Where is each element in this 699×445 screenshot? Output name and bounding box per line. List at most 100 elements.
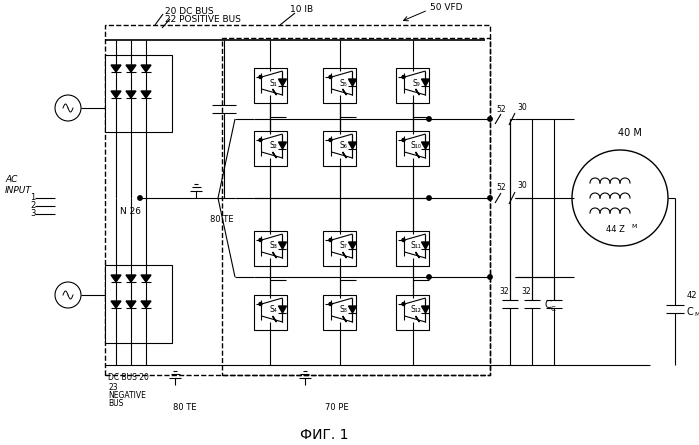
Text: S₁₁: S₁₁ bbox=[410, 242, 421, 251]
Circle shape bbox=[402, 303, 405, 306]
Text: M: M bbox=[694, 312, 699, 317]
Bar bbox=[396, 130, 429, 166]
Circle shape bbox=[427, 275, 431, 279]
Circle shape bbox=[138, 196, 142, 200]
Bar bbox=[105, 55, 172, 132]
Polygon shape bbox=[278, 306, 287, 313]
Text: 52: 52 bbox=[496, 105, 505, 113]
Polygon shape bbox=[126, 65, 136, 72]
Circle shape bbox=[488, 196, 492, 200]
Polygon shape bbox=[126, 275, 136, 282]
Polygon shape bbox=[141, 65, 151, 72]
Text: S₁₀: S₁₀ bbox=[410, 142, 421, 150]
Polygon shape bbox=[349, 79, 356, 86]
Polygon shape bbox=[126, 301, 136, 308]
Polygon shape bbox=[273, 316, 277, 322]
Text: ФИГ. 1: ФИГ. 1 bbox=[300, 428, 349, 442]
Bar bbox=[396, 68, 429, 102]
Circle shape bbox=[259, 239, 262, 242]
Polygon shape bbox=[343, 152, 347, 158]
Text: BUS: BUS bbox=[108, 399, 124, 408]
Polygon shape bbox=[415, 252, 419, 258]
Bar bbox=[396, 231, 429, 266]
Polygon shape bbox=[111, 91, 121, 98]
Text: S₁: S₁ bbox=[269, 78, 277, 88]
Polygon shape bbox=[278, 242, 287, 249]
Polygon shape bbox=[343, 252, 347, 258]
Text: 80 TE: 80 TE bbox=[173, 402, 196, 412]
Text: 32: 32 bbox=[499, 287, 509, 296]
Polygon shape bbox=[343, 89, 347, 95]
Text: AC
INPUT: AC INPUT bbox=[5, 175, 32, 195]
Circle shape bbox=[259, 138, 262, 142]
Text: 22 POSITIVE BUS: 22 POSITIVE BUS bbox=[165, 15, 241, 24]
Text: 3: 3 bbox=[30, 210, 36, 218]
Text: S₄: S₄ bbox=[269, 306, 277, 315]
Circle shape bbox=[259, 76, 262, 78]
Text: 70 PE: 70 PE bbox=[325, 402, 349, 412]
Bar bbox=[222, 38, 490, 375]
Text: M: M bbox=[631, 224, 636, 230]
Polygon shape bbox=[349, 306, 356, 313]
Text: S₁₂: S₁₂ bbox=[410, 306, 421, 315]
Text: S₆: S₆ bbox=[339, 142, 347, 150]
Text: 10 IB: 10 IB bbox=[290, 5, 313, 15]
Text: 20 DC BUS: 20 DC BUS bbox=[165, 8, 214, 16]
Text: 80 TE: 80 TE bbox=[210, 215, 233, 224]
Circle shape bbox=[402, 76, 405, 78]
Polygon shape bbox=[415, 89, 419, 95]
Text: S₈: S₈ bbox=[339, 306, 347, 315]
Circle shape bbox=[55, 95, 81, 121]
Circle shape bbox=[402, 138, 405, 142]
Polygon shape bbox=[415, 316, 419, 322]
Text: C: C bbox=[687, 307, 693, 317]
Text: 42: 42 bbox=[687, 291, 698, 299]
Polygon shape bbox=[349, 242, 356, 249]
Polygon shape bbox=[415, 152, 419, 158]
Polygon shape bbox=[141, 91, 151, 98]
Polygon shape bbox=[141, 275, 151, 282]
Text: 40 M: 40 M bbox=[618, 128, 642, 138]
Bar bbox=[324, 130, 356, 166]
Polygon shape bbox=[421, 79, 429, 86]
Text: C: C bbox=[551, 306, 556, 312]
Text: S₅: S₅ bbox=[339, 78, 347, 88]
Bar bbox=[254, 231, 287, 266]
Text: 1: 1 bbox=[30, 194, 35, 202]
Circle shape bbox=[329, 239, 332, 242]
Polygon shape bbox=[278, 142, 287, 149]
Text: N 26: N 26 bbox=[120, 207, 141, 217]
Polygon shape bbox=[273, 89, 277, 95]
Text: 23: 23 bbox=[108, 383, 117, 392]
Bar bbox=[105, 25, 490, 375]
Bar bbox=[324, 295, 356, 329]
Polygon shape bbox=[421, 242, 429, 249]
Polygon shape bbox=[273, 252, 277, 258]
Text: S₂: S₂ bbox=[269, 142, 277, 150]
Polygon shape bbox=[111, 275, 121, 282]
Text: S₉: S₉ bbox=[412, 78, 420, 88]
Text: DC BUS 20: DC BUS 20 bbox=[108, 373, 149, 383]
Polygon shape bbox=[141, 301, 151, 308]
Bar bbox=[396, 295, 429, 329]
Polygon shape bbox=[126, 91, 136, 98]
Bar bbox=[105, 265, 172, 343]
Text: 50 VFD: 50 VFD bbox=[430, 4, 463, 12]
Polygon shape bbox=[421, 306, 429, 313]
Polygon shape bbox=[278, 79, 287, 86]
Bar bbox=[254, 68, 287, 102]
Text: NEGATIVE: NEGATIVE bbox=[108, 391, 146, 400]
Text: S₇: S₇ bbox=[339, 242, 347, 251]
Text: 52: 52 bbox=[496, 183, 505, 193]
Circle shape bbox=[402, 239, 405, 242]
Circle shape bbox=[488, 275, 492, 279]
Polygon shape bbox=[343, 316, 347, 322]
Text: 30: 30 bbox=[517, 182, 527, 190]
Text: C: C bbox=[545, 300, 552, 310]
Circle shape bbox=[329, 138, 332, 142]
Text: 2: 2 bbox=[30, 202, 35, 210]
Polygon shape bbox=[349, 142, 356, 149]
Circle shape bbox=[55, 282, 81, 308]
Circle shape bbox=[572, 150, 668, 246]
Text: S₃: S₃ bbox=[269, 242, 277, 251]
